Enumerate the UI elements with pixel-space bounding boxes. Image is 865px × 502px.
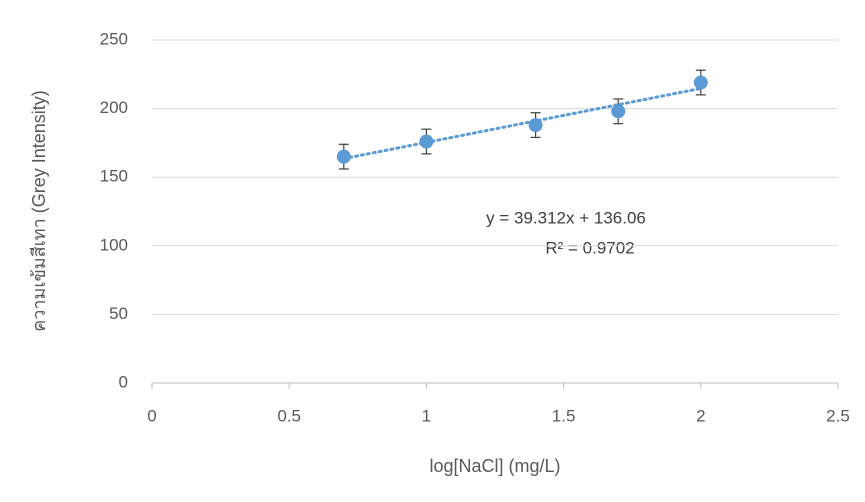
y-tick-label: 150 xyxy=(100,167,128,186)
y-axis-title: ความเข้มสีเทา (Grey Intensity) xyxy=(29,90,49,332)
point xyxy=(528,118,543,133)
equation: y = 39.312x + 136.06 xyxy=(486,208,646,227)
r-squared: R² = 0.9702 xyxy=(545,238,634,257)
point xyxy=(336,149,351,164)
trendline xyxy=(342,86,703,161)
y-tick-label: 100 xyxy=(100,235,128,254)
x-axis-title: log[NaCl] (mg/L) xyxy=(429,456,560,476)
point xyxy=(419,134,434,149)
x-tick-label: 0 xyxy=(147,406,156,425)
y-tick-label: 200 xyxy=(100,98,128,117)
x-tick-label: 2.5 xyxy=(826,406,850,425)
point xyxy=(693,75,708,90)
y-tick-label: 250 xyxy=(100,29,128,48)
x-tick-label: 1.5 xyxy=(552,406,576,425)
x-tick-label: 0.5 xyxy=(277,406,301,425)
point xyxy=(611,104,626,119)
x-tick-label: 1 xyxy=(422,406,431,425)
y-tick-label: 50 xyxy=(109,304,128,323)
y-tick-label: 0 xyxy=(119,372,128,391)
x-tick-label: 2 xyxy=(696,406,705,425)
